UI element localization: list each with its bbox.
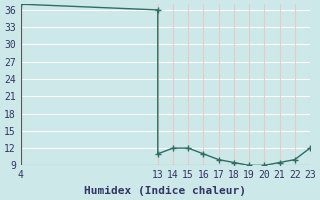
X-axis label: Humidex (Indice chaleur): Humidex (Indice chaleur) [84,186,246,196]
